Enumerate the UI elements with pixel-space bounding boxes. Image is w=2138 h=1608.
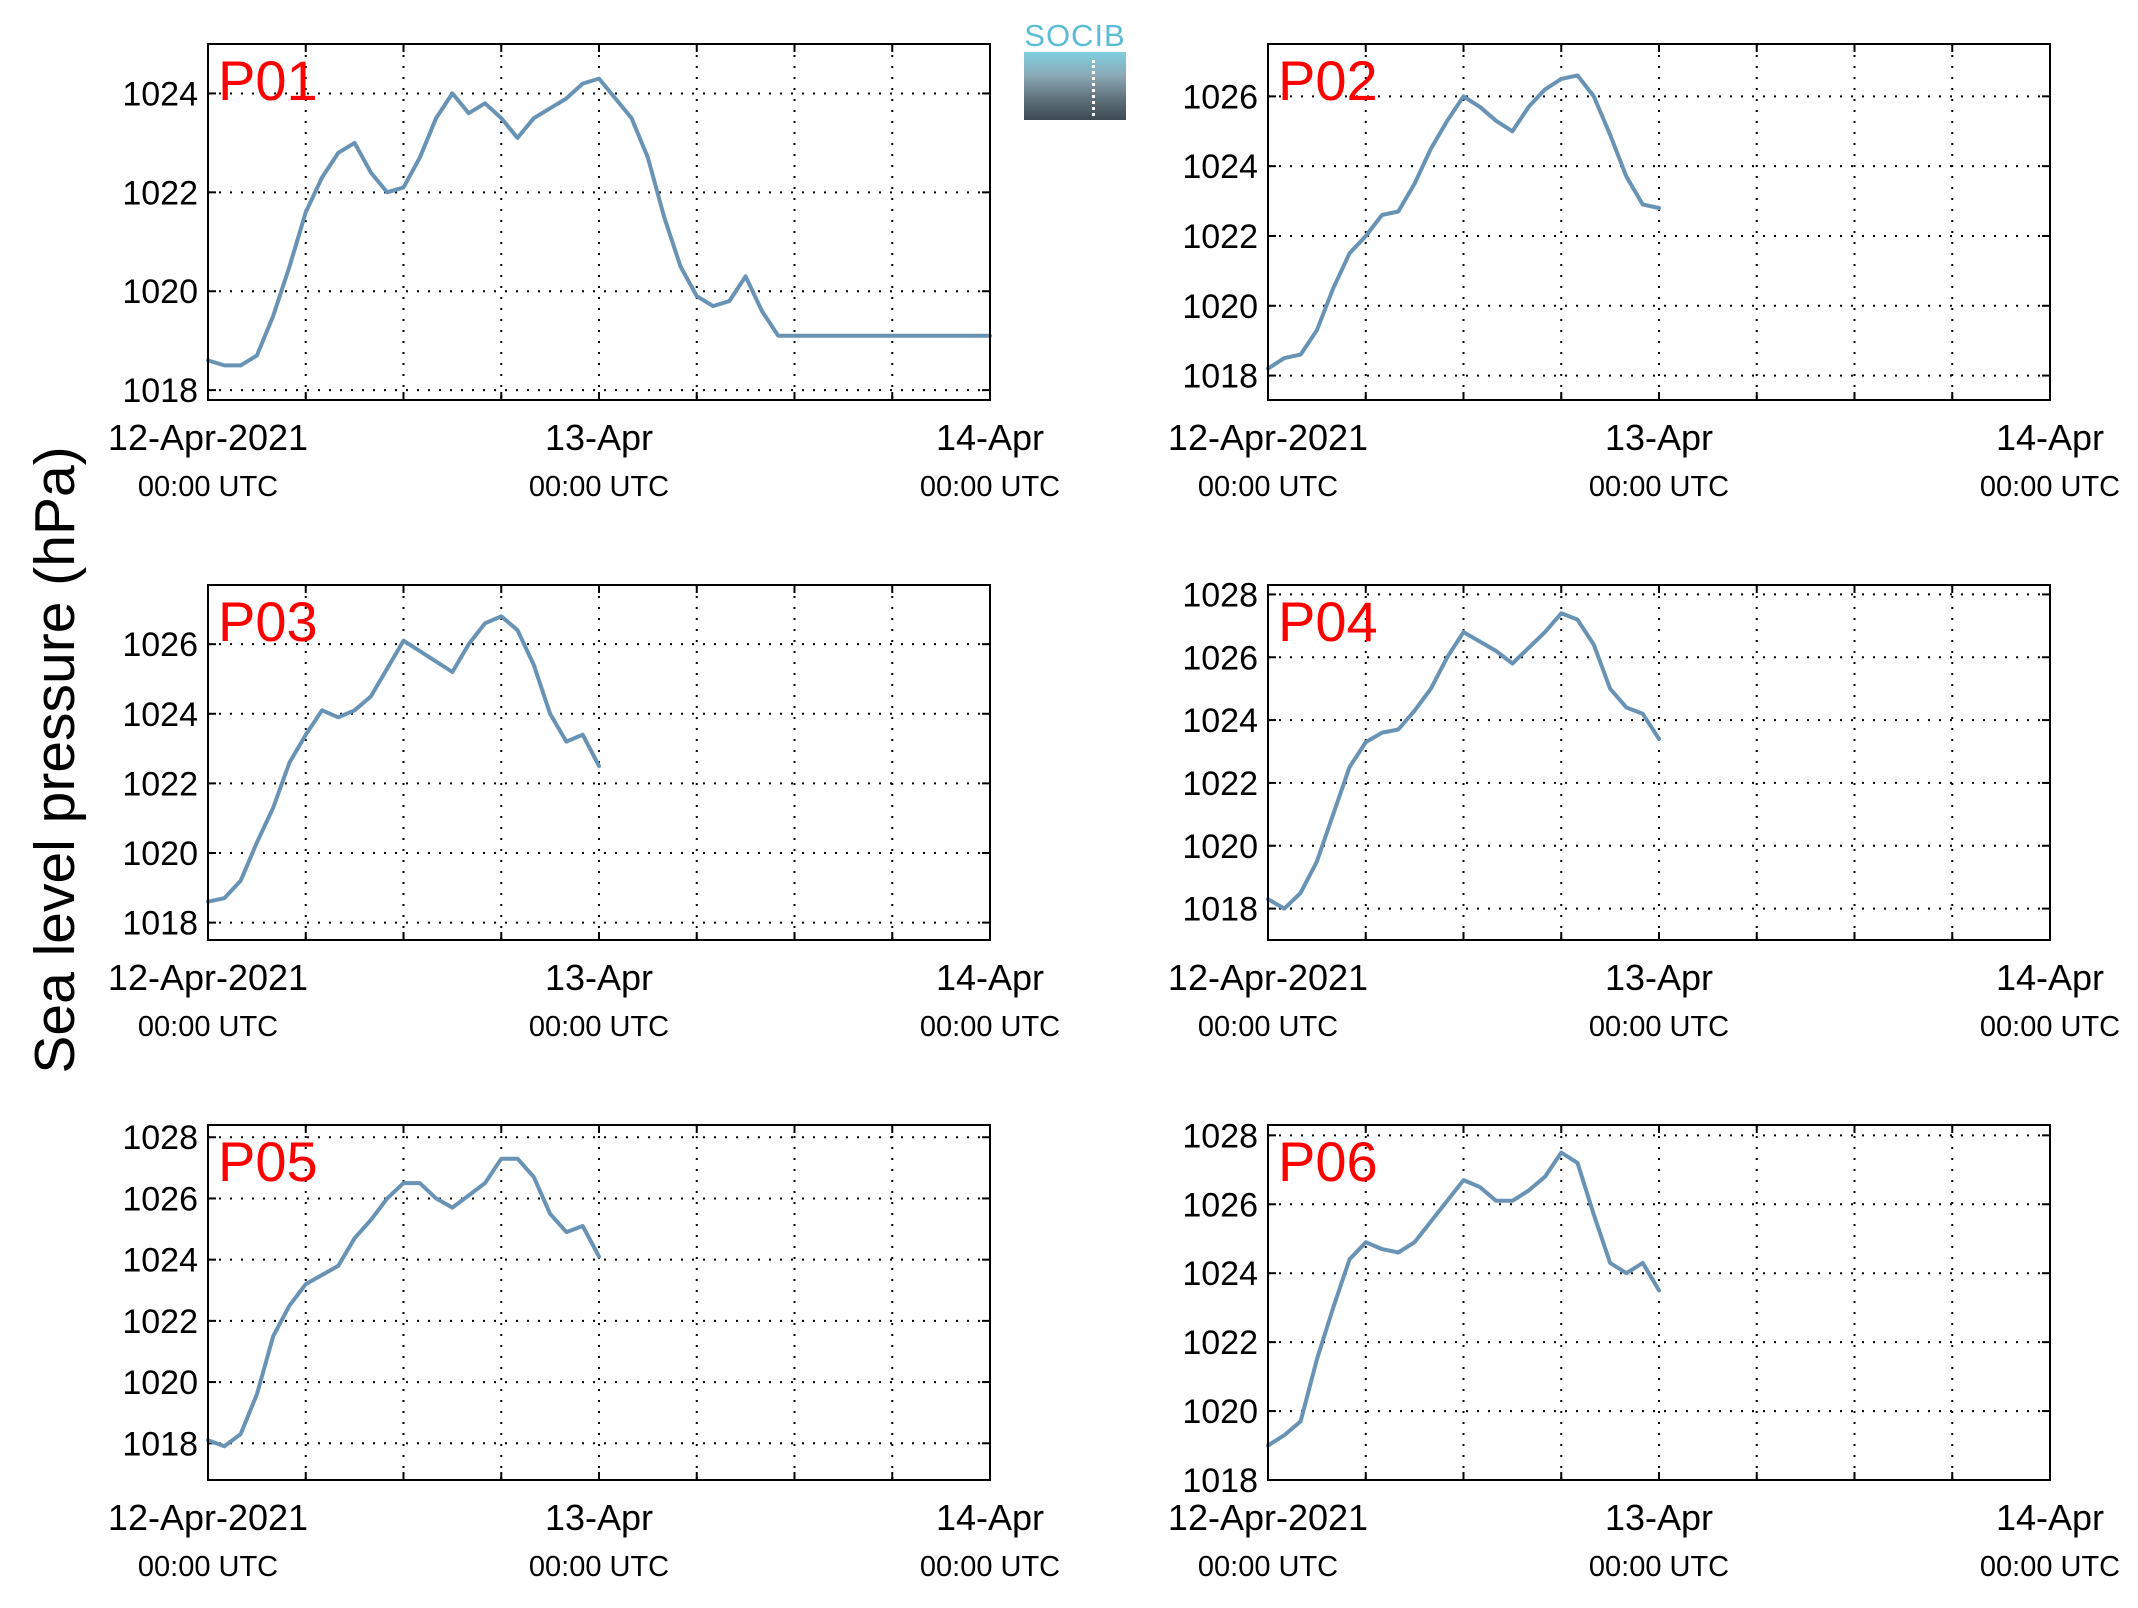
y-tick-label: 1024: [1182, 702, 1258, 740]
axes-frame: [207, 1124, 991, 1481]
x-tick-label-time: 00:00 UTC: [138, 471, 278, 503]
y-tick-label: 1020: [1182, 828, 1258, 866]
x-tick-label-date: 12-Apr-2021: [1168, 957, 1368, 998]
y-tick-label: 1026: [1182, 639, 1258, 677]
x-tick-label-time: 00:00 UTC: [529, 1551, 669, 1583]
y-tick-label: 1028: [122, 1119, 198, 1157]
series-line-P06: [1266, 1150, 1661, 1448]
y-tick-label: 1020: [122, 835, 198, 873]
y-tick-label: 1024: [1182, 1255, 1258, 1293]
x-tick-label-date: 13-Apr: [545, 1497, 653, 1538]
y-tick-label: 1018: [122, 372, 198, 410]
x-tick-label-time: 00:00 UTC: [138, 1011, 278, 1043]
x-tick-label-time: 00:00 UTC: [920, 471, 1060, 503]
y-tick-label: 1028: [1182, 1117, 1258, 1155]
y-tick-label: 1018: [122, 1425, 198, 1463]
socib-logo-dots: [1092, 60, 1099, 116]
panel-P02: 1018 1020 1022 1024 1026 12-Apr-2021 00:00 UTC…: [1168, 43, 2120, 503]
socib-logo-text: SOCIB: [1024, 18, 1126, 53]
x-tick-label-date: 12-Apr-2021: [108, 417, 308, 458]
y-tick-label: 1024: [1182, 148, 1258, 186]
series-line-P05: [206, 1156, 601, 1449]
series-line-P04: [1266, 611, 1661, 911]
axes-frame: [1267, 1124, 2051, 1481]
x-tick-label-date: 13-Apr: [545, 417, 653, 458]
axes-frame: [207, 43, 991, 401]
x-tick-label-date: 13-Apr: [1605, 957, 1713, 998]
x-tick-label-time: 00:00 UTC: [529, 1011, 669, 1043]
x-tick-label-date: 13-Apr: [1605, 1497, 1713, 1538]
x-tick-label-time: 00:00 UTC: [1589, 1011, 1729, 1043]
y-tick-label: 1018: [1182, 1462, 1258, 1500]
x-tick-label-date: 13-Apr: [1605, 417, 1713, 458]
panel-label-P05: P05: [218, 1130, 318, 1193]
x-tick-label-time: 00:00 UTC: [1589, 471, 1729, 503]
y-tick-label: 1022: [1182, 1324, 1258, 1362]
x-tick-label-date: 14-Apr: [936, 417, 1044, 458]
panel-label-P06: P06: [1278, 1130, 1378, 1193]
y-tick-label: 1022: [122, 1303, 198, 1341]
y-tick-label: 1018: [1182, 358, 1258, 396]
x-tick-label-date: 12-Apr-2021: [1168, 1497, 1368, 1538]
y-tick-label: 1020: [1182, 1393, 1258, 1431]
series-line-P01: [206, 76, 992, 368]
x-tick-label-date: 14-Apr: [1996, 417, 2104, 458]
x-tick-label-time: 00:00 UTC: [920, 1011, 1060, 1043]
y-tick-label: 1024: [122, 1242, 198, 1280]
y-tick-label: 1026: [122, 1180, 198, 1218]
y-tick-label: 1022: [122, 174, 198, 212]
y-tick-label: 1022: [122, 765, 198, 803]
x-tick-label-date: 13-Apr: [545, 957, 653, 998]
x-tick-label-date: 14-Apr: [1996, 1497, 2104, 1538]
panel-P04: 1018 1020 1022 1024 1026 1028 12-Apr-2021 00:00…: [1168, 576, 2120, 1043]
y-tick-label: 1026: [1182, 78, 1258, 116]
panel-label-P02: P02: [1278, 49, 1378, 112]
x-tick-label-time: 00:00 UTC: [920, 1551, 1060, 1583]
y-tick-label: 1024: [122, 696, 198, 734]
x-tick-label-time: 00:00 UTC: [1980, 1011, 2120, 1043]
x-tick-label-date: 12-Apr-2021: [108, 1497, 308, 1538]
x-tick-label-date: 14-Apr: [936, 957, 1044, 998]
y-tick-label: 1020: [122, 1364, 198, 1402]
y-tick-label: 1020: [1182, 288, 1258, 326]
x-tick-label-date: 12-Apr-2021: [108, 957, 308, 998]
y-tick-label: 1028: [1182, 576, 1258, 614]
y-tick-label: 1018: [122, 905, 198, 943]
y-axis-label-text: Sea level pressure (hPa): [23, 446, 87, 1074]
axes-frame: [1267, 43, 2051, 401]
y-tick-label: 1026: [1182, 1186, 1258, 1224]
y-tick-label: 1020: [122, 273, 198, 311]
panel-P06: 1018 1020 1022 1024 1026 1028 12-Apr-2021 00:00…: [1168, 1117, 2120, 1583]
y-tick-label: 1026: [122, 626, 198, 664]
socib-logo-graphic: [1024, 52, 1126, 120]
series-line-P03: [206, 614, 601, 904]
x-tick-label-time: 00:00 UTC: [138, 1551, 278, 1583]
x-tick-label-time: 00:00 UTC: [1198, 1551, 1338, 1583]
panel-label-P01: P01: [218, 49, 318, 112]
x-tick-label-time: 00:00 UTC: [529, 471, 669, 503]
x-tick-label-date: 14-Apr: [1996, 957, 2104, 998]
y-tick-label: 1018: [1182, 891, 1258, 929]
socib-logo: SOCIB: [1024, 14, 1126, 122]
series-line-P02: [1266, 73, 1661, 371]
x-tick-label-time: 00:00 UTC: [1589, 1551, 1729, 1583]
x-tick-label-date: 12-Apr-2021: [1168, 417, 1368, 458]
x-tick-label-time: 00:00 UTC: [1980, 1551, 2120, 1583]
panel-P05: 1018 1020 1022 1024 1026 1028 12-Apr-2021 00:00…: [108, 1119, 1060, 1583]
y-tick-label: 1022: [1182, 765, 1258, 803]
panel-P01: 1018 1020 1022 1024 12-Apr-2021 00:00 UTC 13-A…: [108, 43, 1060, 503]
panel-label-P04: P04: [1278, 590, 1378, 653]
x-tick-label-date: 14-Apr: [936, 1497, 1044, 1538]
y-tick-label: 1022: [1182, 218, 1258, 256]
panel-P03: 1018 1020 1022 1024 1026 12-Apr-2021 00:00 UTC…: [108, 584, 1060, 1043]
y-tick-label: 1024: [122, 75, 198, 113]
x-tick-label-time: 00:00 UTC: [1198, 1011, 1338, 1043]
axes-frame: [207, 584, 991, 941]
x-tick-label-time: 00:00 UTC: [1198, 471, 1338, 503]
x-tick-label-time: 00:00 UTC: [1980, 471, 2120, 503]
panel-label-P03: P03: [218, 590, 318, 653]
axes-frame: [1267, 584, 2051, 941]
